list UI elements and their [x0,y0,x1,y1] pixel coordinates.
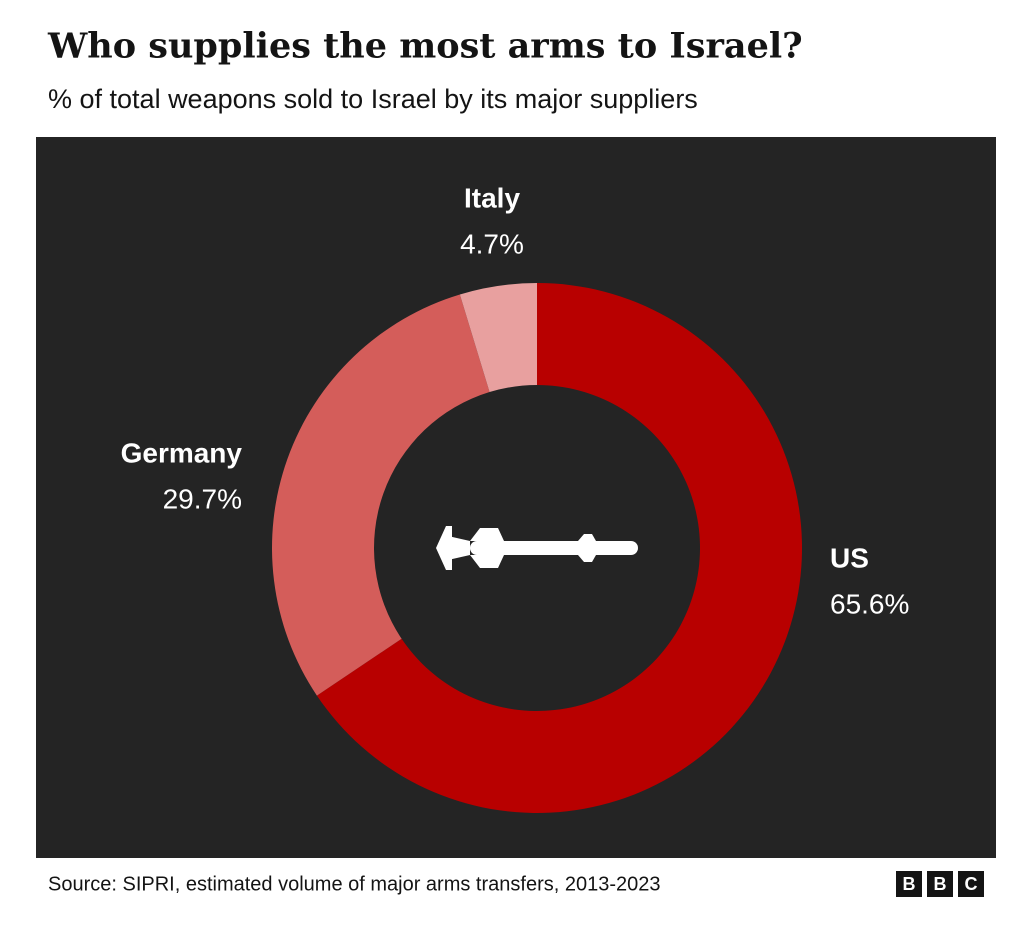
chart-subtitle: % of total weapons sold to Israel by its… [48,84,698,114]
chart-title: Who supplies the most arms to Israel? [47,26,803,67]
donut-segment [459,283,537,393]
segment-label: Italy [464,182,520,213]
logo-letter: B [934,874,947,894]
logo-box [958,871,984,897]
segment-value: 65.6% [830,588,909,619]
logo-letter: C [965,874,978,894]
donut-segment [271,294,490,696]
segment-value: 4.7% [460,228,524,259]
missile-icon [436,526,638,570]
segment-label: US [830,542,869,573]
segment-label: Germany [121,437,243,468]
donut: US 65.6% Germany 29.7% Italy 4.7% [121,182,909,813]
logo-box [896,871,922,897]
logo-letter: B [903,874,916,894]
donut-segment [316,283,802,813]
logo-box [927,871,953,897]
segment-value: 29.7% [163,483,242,514]
source: Source: SIPRI, estimated volume of major… [48,873,661,895]
